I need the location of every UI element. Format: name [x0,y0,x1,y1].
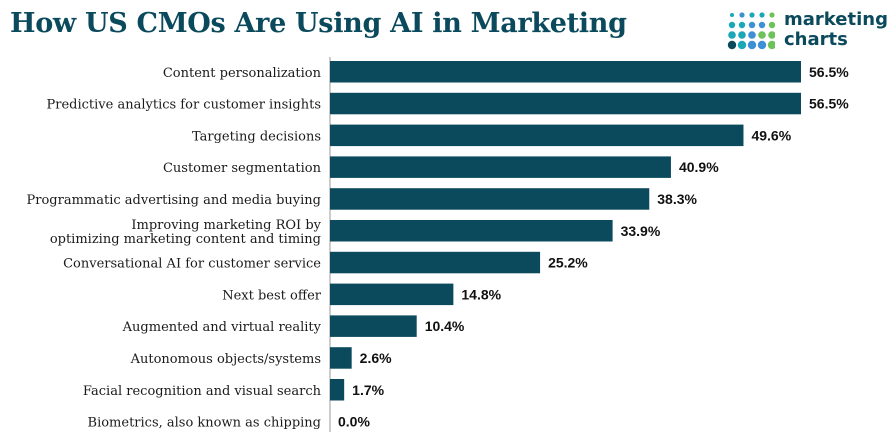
category-label: Content personalization [163,66,322,81]
logo-dot [748,21,756,29]
category-label: Improving marketing ROI by [131,218,321,233]
category-label: Conversational AI for customer service [63,257,321,272]
logo-dot [730,13,734,17]
chart-title: How US CMOs Are Using AI in Marketing [10,8,627,39]
logo-dot [749,12,755,18]
bar [330,61,801,83]
category-label: Customer segmentation [163,161,322,176]
category-label: Predictive analytics for customer insigh… [47,98,322,113]
category-label: Autonomous objects/systems [130,352,321,367]
value-label: 56.5% [809,96,849,112]
bar [330,188,650,210]
value-label: 40.9% [679,159,719,175]
bar [330,379,345,401]
bar [330,156,671,178]
logo-dot [739,12,745,18]
bar [330,315,417,337]
value-label: 2.6% [360,350,392,366]
logo-dot [768,21,775,29]
value-label: 38.3% [657,191,697,207]
logo-dot [738,21,746,29]
bar [330,283,454,306]
category-label: Biometrics, also known as chipping [88,416,321,431]
bar [330,220,613,242]
value-label: 0.0% [338,414,370,430]
logo-dot [737,40,747,50]
logo-dot [748,31,756,39]
brand-logo: marketing charts [727,8,888,54]
logo-line-2: charts [784,29,848,50]
value-label: 1.7% [352,382,384,398]
logo-dot [727,40,737,50]
logo-dot [738,31,746,39]
bar [330,347,352,369]
logo-dot [758,21,766,29]
value-label: 56.5% [809,64,849,80]
logo-line-1: marketing [784,9,888,30]
value-label: 33.9% [621,223,661,239]
logo-dot [758,31,766,39]
logo-dot [759,12,765,18]
category-label: optimizing marketing content and timing [50,232,321,247]
logo-dot [757,40,767,50]
bar [330,124,744,147]
logo-dot [769,12,775,18]
logo-dot [728,21,736,29]
logo-dots-icon [727,12,775,50]
value-label: 25.2% [548,255,588,271]
value-label: 49.6% [751,127,791,143]
logo-text: marketing charts [784,10,888,50]
logo-dot [767,40,775,50]
category-label: Programmatic advertising and media buyin… [27,193,322,208]
logo-dot [747,40,757,50]
logo-dot [768,31,775,39]
logo-dot [728,31,736,39]
value-label: 10.4% [425,318,465,334]
category-label: Facial recognition and visual search [83,384,322,399]
bar [330,92,801,115]
value-label: 14.8% [461,286,501,302]
category-label: Next best offer [222,288,322,303]
bar [330,251,541,274]
category-label: Augmented and virtual reality [122,320,322,335]
category-label: Targeting decisions [192,129,321,144]
